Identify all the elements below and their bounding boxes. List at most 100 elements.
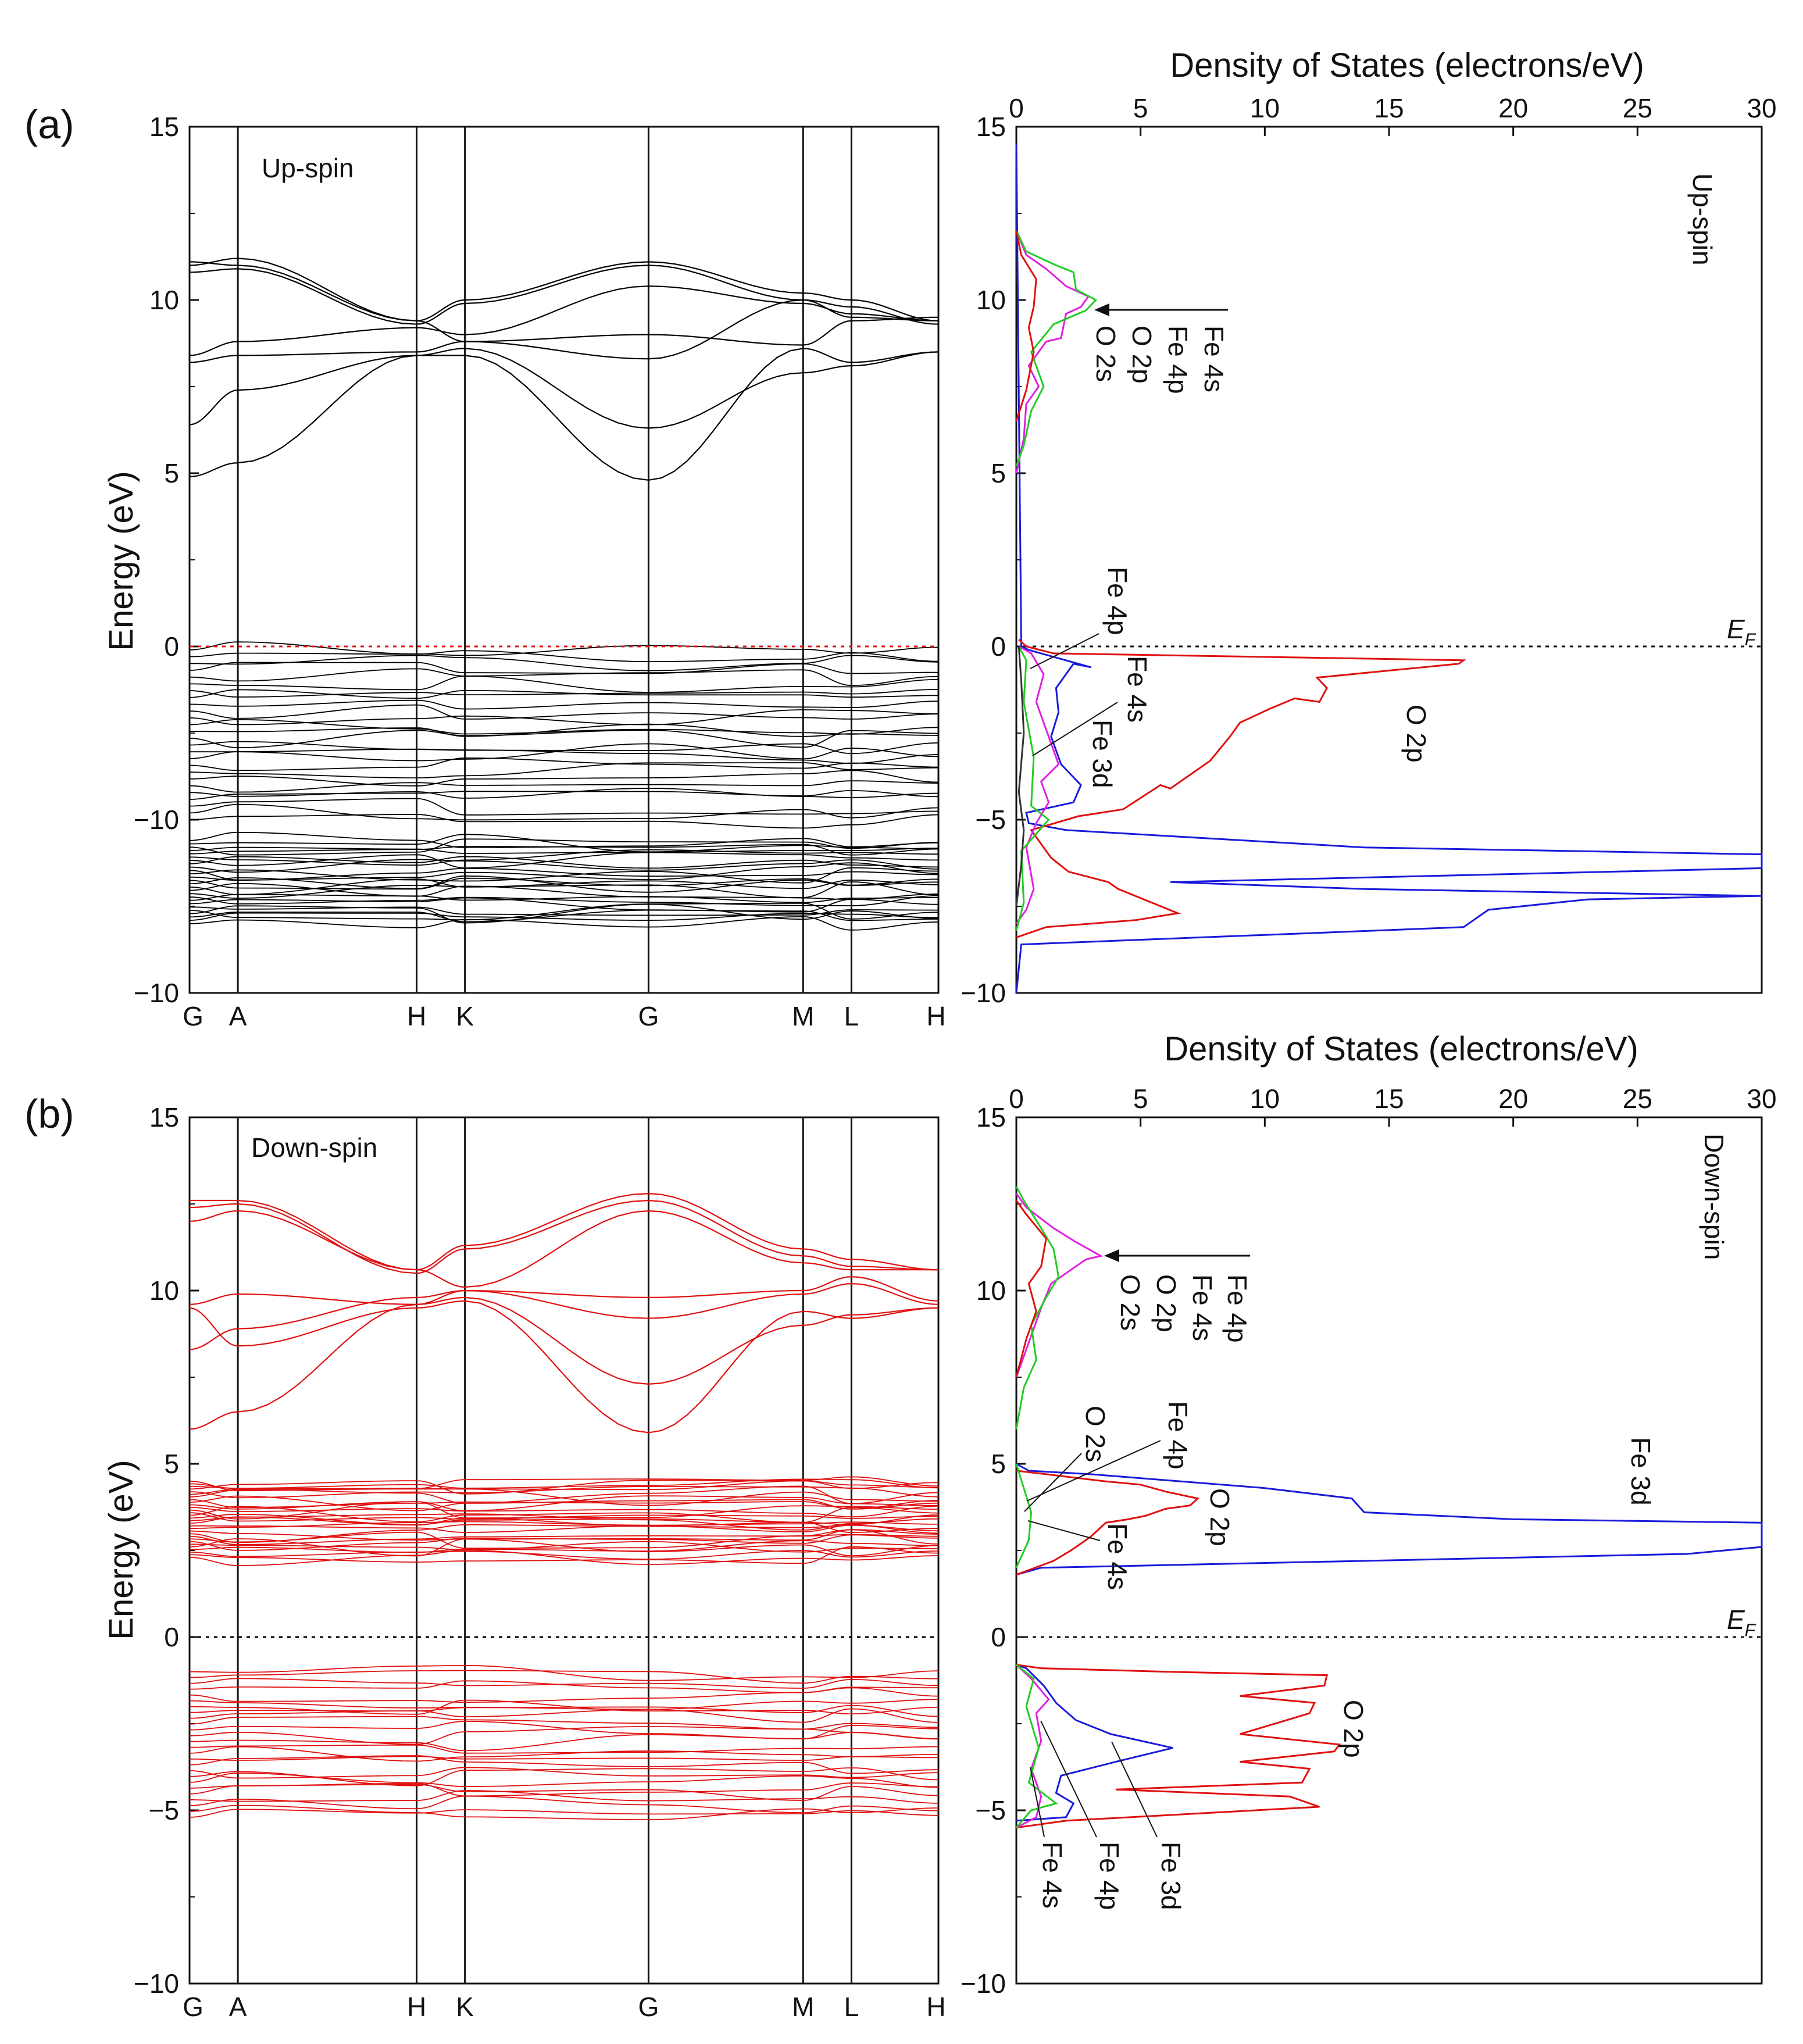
a-band-band-vb-8 xyxy=(189,699,939,710)
a-band-ytick-label-0: 15 xyxy=(149,112,179,142)
a-band-band-deep-2 xyxy=(189,838,939,856)
b-band-band-cbm-27 xyxy=(189,1550,939,1560)
b-band-band-cbm-16 xyxy=(189,1516,939,1534)
a-band-band-deep-4 xyxy=(190,844,939,856)
b-band-band-vb-11 xyxy=(189,1726,939,1745)
b-band-band-vb-23 xyxy=(189,1795,939,1814)
a-dos-series-o-2s-4 xyxy=(1015,646,1025,907)
b-dos-series-fe-3d-vb-1 xyxy=(1016,1664,1173,1822)
a-band-band-deep-25 xyxy=(189,916,939,931)
annot-fe4p-up: Fe 4p xyxy=(1163,326,1193,394)
b-band-band-cbm-13 xyxy=(189,1506,939,1523)
annot-fe4p-down-cb: Fe 4p xyxy=(1163,1401,1193,1470)
b-band-band-vb-10 xyxy=(189,1720,939,1740)
annot-arrowhead-down xyxy=(1104,1249,1119,1262)
a-dos-ytick-label-4: −5 xyxy=(976,805,1006,835)
b-band-band-cbm-9 xyxy=(189,1495,939,1511)
a-band-band-deep-8 xyxy=(189,859,939,873)
b-band-band-cb-6 xyxy=(189,1300,939,1434)
annot-fe4s-up-vb: Fe 4s xyxy=(1122,656,1152,723)
a-band-klabel-4: G xyxy=(638,1001,659,1031)
a-band-band-vb-11 xyxy=(189,719,939,735)
b-band-klabel-0: G xyxy=(183,1992,203,2022)
a-band-band-vb-24 xyxy=(189,803,939,821)
b-dos-series-o-2p-top-9 xyxy=(1015,1200,1047,1378)
a-band-band-deep-15 xyxy=(189,881,939,898)
b-band-band-vb-3 xyxy=(190,1680,938,1693)
a-band-ytick-label-2: 5 xyxy=(164,458,179,488)
a-band-band-cb-0 xyxy=(189,258,939,321)
leader-fe4s-down xyxy=(1027,1520,1101,1541)
a-dos-xtick-label-2: 10 xyxy=(1250,93,1280,123)
b-band-klabel-4: G xyxy=(638,1992,659,2022)
a-band-band-vb-3 xyxy=(189,662,939,674)
b-dos-series-fe-4s-4 xyxy=(1015,1664,1050,1829)
b-band-band-vb-25 xyxy=(189,1809,939,1818)
b-band-band-vb-1 xyxy=(189,1670,939,1684)
a-band-ytick-label-5: −10 xyxy=(134,978,179,1008)
annot-o2s-down: O 2s xyxy=(1115,1274,1145,1331)
a-band-band-deep-11 xyxy=(189,867,939,881)
b-dos-xtick-label-0: 0 xyxy=(1009,1084,1024,1114)
b-dos-series-fe-4p-5 xyxy=(1015,1664,1058,1828)
annot-fe4s-up: Fe 4s xyxy=(1199,326,1229,392)
a-band-band-vb-10 xyxy=(189,709,939,726)
b-dos-ytick-label-2: 5 xyxy=(991,1449,1006,1479)
annot-fe4p-up-vb: Fe 4p xyxy=(1102,567,1133,635)
a-band-band-deep-24 xyxy=(189,912,939,921)
a-band-band-deep-6 xyxy=(189,852,938,869)
b-band-band-cbm-18 xyxy=(190,1521,938,1530)
b-band-band-vb-0 xyxy=(190,1664,939,1681)
a-band-band-vb-22 xyxy=(189,789,939,800)
a-dos-ytick-label-3: 0 xyxy=(991,631,1006,662)
b-band-band-cbm-6 xyxy=(189,1488,939,1506)
b-dos-series-fe-4s-top-7 xyxy=(1015,1193,1104,1378)
a-band-band-vb-18 xyxy=(189,762,939,779)
annot-o2p-down: O 2p xyxy=(1151,1274,1181,1332)
b-band-band-vb-7 xyxy=(189,1704,939,1717)
annot-o2p-down-cb: O 2p xyxy=(1205,1488,1235,1546)
b-dos-ytick-label-1: 10 xyxy=(976,1275,1006,1306)
a-dos-series-fe-4p-cb-6 xyxy=(1015,230,1098,467)
a-band-band-vb-2 xyxy=(190,655,939,671)
a-band-band-vb-19 xyxy=(189,770,939,787)
dos-up-title: Density of States (electrons/eV) xyxy=(1170,47,1644,84)
b-band-band-vb-24 xyxy=(189,1804,939,1821)
a-band-band-cb-4 xyxy=(189,348,939,429)
a-band-band-vb-5 xyxy=(190,676,939,693)
b-band-band-cbm-3 xyxy=(189,1480,939,1495)
a-band-band-vb-17 xyxy=(189,757,939,771)
b-band-band-vb-13 xyxy=(189,1744,938,1754)
a-dos-xtick-label-0: 0 xyxy=(1009,93,1024,123)
b-dos-series-fe-3d-0 xyxy=(1016,1463,1763,1576)
leader-o2s-down xyxy=(1024,1453,1082,1512)
b-band-ytick-label-5: −10 xyxy=(134,1968,179,1999)
b-dos-xtick-label-2: 10 xyxy=(1250,1084,1280,1114)
annot-fe4s-down: Fe 4s xyxy=(1187,1274,1218,1341)
b-band-band-vb-6 xyxy=(190,1699,939,1715)
a-band-band-deep-1 xyxy=(190,834,938,853)
a-dos-series-fe-3d-0 xyxy=(1015,144,1763,994)
b-band-klabel-3: K xyxy=(456,1992,474,2022)
annot-o2p-down-vb: O 2p xyxy=(1338,1700,1369,1758)
b-band-band-vb-19 xyxy=(189,1773,939,1788)
b-dos-series-fe-4p-top-8 xyxy=(1015,1186,1060,1430)
b-dos-xtick-label-3: 15 xyxy=(1374,1084,1404,1114)
a-dos-series-fe-4p-3 xyxy=(1015,646,1050,931)
b-band-band-cbm-25 xyxy=(189,1538,939,1557)
a-band-klabel-3: K xyxy=(456,1001,474,1031)
b-band-band-vb-18 xyxy=(189,1767,939,1786)
b-band-klabel-1: A xyxy=(229,1992,247,2022)
a-band-band-cb-2 xyxy=(189,285,939,356)
a-band-band-cb-1 xyxy=(189,265,939,325)
a-band-band-vb-7 xyxy=(189,689,938,699)
a-band-band-deep-19 xyxy=(189,897,939,913)
b-band-band-cbm-29 xyxy=(189,1549,939,1566)
a-dos-xtick-label-4: 20 xyxy=(1498,93,1528,123)
a-band-band-deep-21 xyxy=(189,902,939,921)
a-band-band-vb-21 xyxy=(189,788,939,799)
b-dos-series-o-2p-2 xyxy=(1016,1664,1341,1829)
a-band-band-deep-20 xyxy=(189,906,939,916)
